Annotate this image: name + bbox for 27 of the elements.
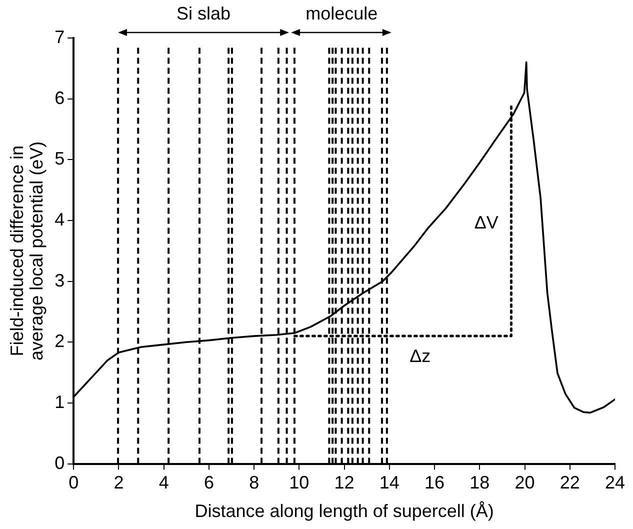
x-tick-label: 10: [289, 472, 310, 493]
y-tick-label: 4: [54, 209, 65, 230]
x-tick-label: 24: [604, 472, 626, 493]
x-tick-label: 4: [158, 472, 169, 493]
text: molecule: [306, 4, 378, 24]
text: Si slab: [176, 4, 231, 24]
y-axis-title: Field-induced difference in average local potential (eV): [6, 141, 47, 360]
x-tick-label: 6: [204, 472, 214, 493]
y-tick-label: 7: [54, 26, 65, 47]
y-tick-label: 6: [54, 88, 65, 108]
y-tick-label: 5: [54, 148, 65, 169]
y-tick-label: 1: [54, 392, 65, 412]
x-tick-label: 18: [470, 472, 490, 493]
x-axis-title: Distance along length of supercell (Å): [194, 501, 494, 522]
x-tick-label: 12: [334, 472, 354, 493]
y-tick-label: 3: [54, 270, 65, 290]
x-tick-label: 20: [514, 472, 535, 493]
x-tick-label: 0: [68, 472, 79, 493]
y-tick-label: 2: [54, 331, 65, 352]
y-tick-label: 0: [54, 452, 65, 473]
annotation: Δz: [410, 346, 431, 366]
x-tick-label: 22: [560, 472, 580, 493]
x-tick-label: 8: [249, 472, 260, 493]
x-tick-label: 16: [424, 472, 445, 493]
x-tick-label: 2: [114, 472, 124, 493]
annotation: ΔV: [474, 212, 498, 233]
x-tick-label: 14: [379, 472, 400, 493]
